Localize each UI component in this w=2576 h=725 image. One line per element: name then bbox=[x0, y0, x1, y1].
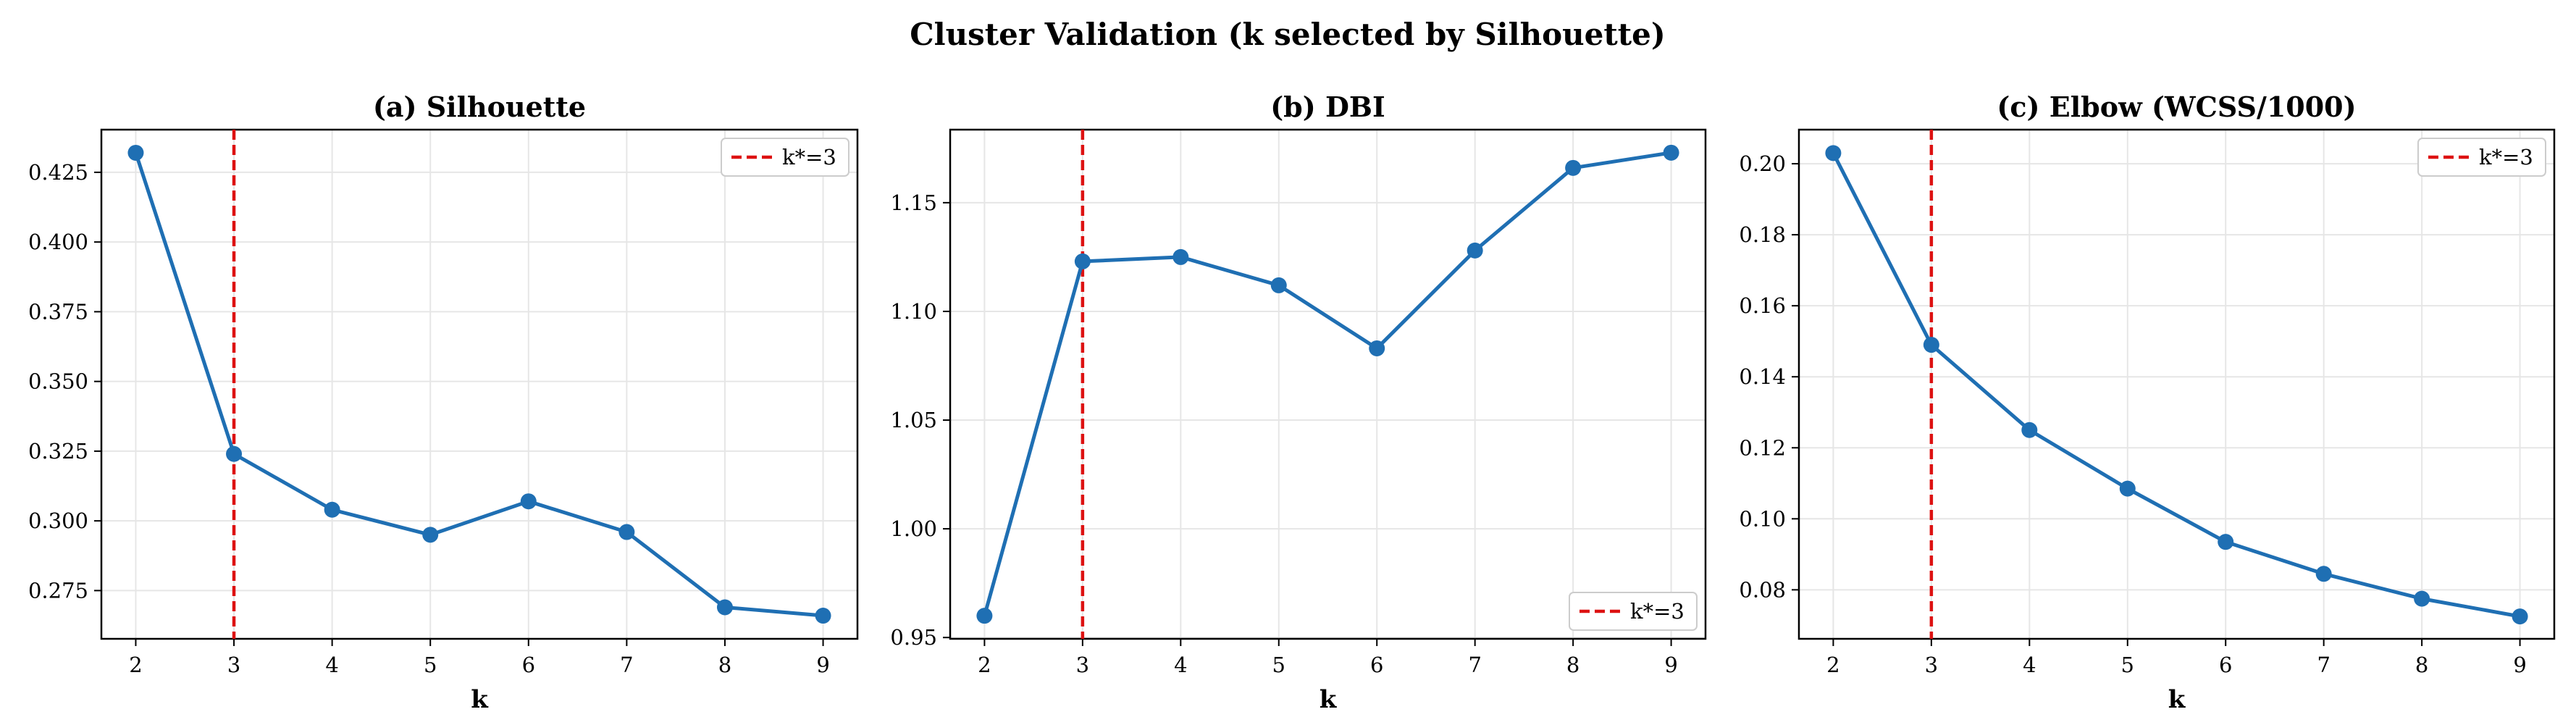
series-line bbox=[134, 152, 823, 618]
y-tick-label: 1.00 bbox=[890, 516, 937, 541]
legend: k*=3 bbox=[1569, 592, 1698, 631]
data-point bbox=[815, 608, 831, 624]
data-point bbox=[1074, 253, 1091, 269]
data-point bbox=[422, 527, 439, 543]
x-tick-label: 8 bbox=[718, 653, 731, 677]
y-tick-label: 0.275 bbox=[28, 578, 88, 603]
data-point bbox=[2512, 608, 2528, 625]
axes-frame bbox=[949, 128, 1707, 640]
data-point bbox=[1172, 248, 1189, 265]
x-tick-label: 6 bbox=[2219, 653, 2232, 677]
y-tick-label: 1.05 bbox=[890, 408, 937, 432]
x-axis-label: k bbox=[471, 685, 489, 714]
x-tick-label: 8 bbox=[2415, 653, 2428, 677]
legend: k*=3 bbox=[721, 138, 849, 177]
x-tick-label: 2 bbox=[129, 653, 142, 677]
x-tick-label: 2 bbox=[978, 653, 991, 677]
y-tick-label: 0.10 bbox=[1739, 506, 1786, 531]
legend-box bbox=[721, 138, 849, 177]
y-tick-label: 0.12 bbox=[1739, 435, 1786, 460]
subplot-title: (a) Silhouette bbox=[373, 91, 586, 123]
x-tick-label: 6 bbox=[522, 653, 535, 677]
y-tick-label: 0.20 bbox=[1739, 151, 1786, 176]
data-point bbox=[1467, 242, 1483, 259]
legend-box bbox=[2417, 138, 2546, 177]
data-point bbox=[324, 501, 340, 518]
data-point bbox=[2315, 566, 2332, 582]
data-point bbox=[1565, 159, 1582, 176]
data-point bbox=[1270, 277, 1287, 293]
x-tick-label: 4 bbox=[325, 653, 338, 677]
y-tick-label: 0.08 bbox=[1739, 577, 1786, 602]
x-tick-label: 4 bbox=[2023, 653, 2036, 677]
axes-frame bbox=[1797, 128, 2556, 640]
data-point bbox=[1369, 340, 1385, 356]
y-tick-label: 0.18 bbox=[1739, 222, 1786, 247]
x-tick-label: 7 bbox=[620, 653, 633, 677]
axes-frame bbox=[100, 128, 859, 640]
x-tick-label: 3 bbox=[1925, 653, 1938, 677]
y-tick-label: 0.350 bbox=[28, 369, 88, 394]
series-line bbox=[982, 151, 1671, 616]
y-tick-label: 0.16 bbox=[1739, 293, 1786, 318]
legend: k*=3 bbox=[2417, 138, 2546, 177]
y-tick-label: 1.15 bbox=[890, 190, 937, 215]
x-tick-label: 3 bbox=[1076, 653, 1089, 677]
data-point bbox=[2119, 480, 2136, 497]
x-tick-label: 9 bbox=[1664, 653, 1677, 677]
y-tick-label: 0.95 bbox=[890, 625, 937, 650]
x-tick-label: 2 bbox=[1826, 653, 1839, 677]
figure-title: Cluster Validation (k selected by Silhou… bbox=[910, 17, 1666, 52]
data-point bbox=[618, 524, 635, 540]
data-point bbox=[1923, 337, 1939, 353]
x-tick-label: 9 bbox=[2513, 653, 2526, 677]
x-tick-label: 6 bbox=[1370, 653, 1383, 677]
y-tick-label: 0.425 bbox=[28, 160, 88, 185]
data-point bbox=[2414, 590, 2430, 607]
subplot-3: 2 3 4 5 6 7 8 9 0.08 0.10 0.12 0.14 0.16 0.18 0.20 (c) … bbox=[1739, 91, 2556, 714]
data-point bbox=[1825, 145, 1842, 162]
legend-label: k*=3 bbox=[1630, 599, 1685, 624]
data-point bbox=[127, 144, 144, 161]
subplot-title: (b) DBI bbox=[1270, 91, 1385, 123]
x-tick-label: 4 bbox=[1174, 653, 1187, 677]
y-tick-label: 0.325 bbox=[28, 439, 88, 464]
subplot-1: 2 3 4 5 6 7 8 9 0.275 0.300 0.325 0.350 0.375 0.400 0.… bbox=[28, 91, 859, 714]
x-tick-label: 5 bbox=[424, 653, 437, 677]
subplot-2: 2 3 4 5 6 7 8 9 0.95 1.00 1.05 1.10 1.15 (b) DBI k k*=3 bbox=[890, 91, 1707, 714]
y-tick-label: 0.375 bbox=[28, 299, 88, 324]
data-point bbox=[226, 445, 243, 462]
y-tick-label: 0.14 bbox=[1739, 364, 1786, 389]
data-point bbox=[2218, 534, 2234, 550]
x-axis-label: k bbox=[2168, 685, 2186, 714]
data-point bbox=[1663, 144, 1679, 161]
data-point bbox=[976, 608, 993, 624]
data-point bbox=[2021, 422, 2038, 438]
data-point bbox=[716, 599, 733, 616]
data-point bbox=[520, 493, 537, 510]
y-tick-label: 0.300 bbox=[28, 508, 88, 533]
plots-container: 2 3 4 5 6 7 8 9 0.275 0.300 0.325 0.350 0.375 0.400 0.… bbox=[28, 91, 2556, 714]
x-tick-label: 8 bbox=[1566, 653, 1579, 677]
x-tick-label: 7 bbox=[1468, 653, 1481, 677]
y-tick-label: 0.400 bbox=[28, 230, 88, 254]
x-tick-label: 3 bbox=[227, 653, 240, 677]
x-tick-label: 7 bbox=[2317, 653, 2330, 677]
x-tick-label: 9 bbox=[816, 653, 829, 677]
subplot-title: (c) Elbow (WCSS/1000) bbox=[1997, 91, 2356, 123]
legend-box bbox=[1569, 592, 1698, 631]
x-axis-label: k bbox=[1320, 685, 1338, 714]
x-tick-label: 5 bbox=[1272, 653, 1285, 677]
y-tick-label: 1.10 bbox=[890, 299, 937, 324]
legend-label: k*=3 bbox=[2479, 145, 2533, 169]
series-line bbox=[1832, 152, 2521, 619]
x-tick-label: 5 bbox=[2121, 653, 2134, 677]
legend-label: k*=3 bbox=[782, 145, 836, 169]
